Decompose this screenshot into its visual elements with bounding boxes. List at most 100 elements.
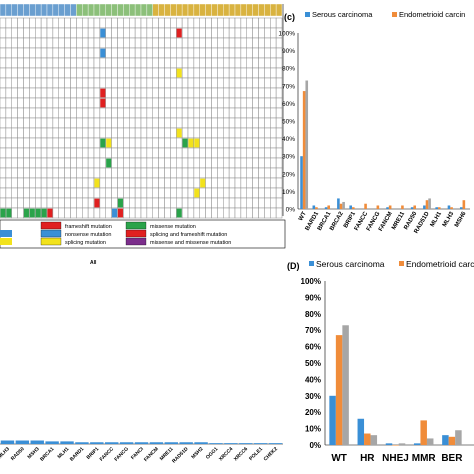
heatmap-cell bbox=[234, 197, 242, 209]
heatmap-cell bbox=[134, 67, 142, 79]
column-group-cell bbox=[187, 3, 195, 17]
heatmap-cell bbox=[234, 207, 242, 219]
heatmap-cell bbox=[264, 187, 271, 199]
heatmap-cell bbox=[275, 197, 283, 209]
heatmap-cell bbox=[58, 127, 65, 139]
heatmap-cell bbox=[111, 157, 118, 169]
heatmap-cell bbox=[52, 147, 59, 159]
heatmap-cell bbox=[223, 17, 230, 29]
heatmap-cell bbox=[146, 187, 153, 199]
heatmap-cell bbox=[0, 67, 7, 79]
heatmap-cell bbox=[35, 87, 42, 99]
heatmap-cell bbox=[252, 27, 259, 39]
heatmap-cell bbox=[146, 137, 153, 149]
heatmap-cell bbox=[46, 157, 54, 169]
heatmap-cell bbox=[246, 117, 253, 129]
legend-serous-label: Serous carcinoma bbox=[312, 10, 373, 19]
bar-fancc bbox=[105, 442, 119, 444]
heatmap-cell bbox=[176, 147, 183, 159]
mutation-mark bbox=[176, 68, 182, 78]
heatmap-cell bbox=[234, 137, 242, 149]
heatmap-cell bbox=[111, 97, 118, 109]
mutation-mark bbox=[106, 138, 112, 148]
mutation-mark bbox=[188, 138, 194, 148]
heatmap-cell bbox=[123, 197, 130, 209]
heatmap-cell bbox=[87, 127, 95, 139]
mutation-mark bbox=[100, 138, 106, 148]
heatmap-cell bbox=[275, 207, 283, 219]
heatmap-cell bbox=[87, 137, 95, 149]
heatmap-cell bbox=[170, 197, 177, 209]
heatmap-cell bbox=[23, 107, 30, 119]
heatmap-cell bbox=[187, 17, 195, 29]
heatmap-cell bbox=[76, 197, 83, 209]
heatmap-cell bbox=[46, 47, 54, 59]
legend-label: missense mutation bbox=[150, 224, 196, 230]
heatmap-cell bbox=[176, 107, 183, 119]
heatmap-cell bbox=[29, 137, 36, 149]
heatmap-cell bbox=[70, 157, 77, 169]
heatmap-cell bbox=[82, 167, 89, 179]
heatmap-cell bbox=[205, 67, 212, 79]
heatmap-cell bbox=[158, 37, 165, 49]
heatmap-cell bbox=[158, 187, 165, 199]
heatmap-cell bbox=[264, 97, 271, 109]
heatmap-cell bbox=[275, 37, 283, 49]
heatmap-cell bbox=[105, 67, 112, 79]
heatmap-cell bbox=[82, 47, 89, 59]
heatmap-cell bbox=[111, 67, 118, 79]
heatmap-cell bbox=[5, 177, 12, 189]
heatmap-cell bbox=[181, 17, 189, 29]
column-group-cell bbox=[129, 3, 136, 17]
heatmap-cell bbox=[58, 177, 65, 189]
heatmap-cell bbox=[64, 77, 71, 89]
heatmap-cell bbox=[82, 127, 89, 139]
heatmap-cell bbox=[270, 207, 277, 219]
heatmap-cell bbox=[170, 47, 177, 59]
heatmap-cell bbox=[123, 177, 130, 189]
heatmap-cell bbox=[17, 107, 24, 119]
heatmap-cell bbox=[170, 127, 177, 139]
heatmap-cell bbox=[93, 117, 101, 129]
heatmap-cell bbox=[11, 187, 18, 199]
bar-fancm bbox=[149, 442, 164, 444]
heatmap-cell bbox=[246, 77, 253, 89]
x-tick-label: MSH2 bbox=[190, 446, 204, 460]
heatmap-cell bbox=[40, 117, 48, 129]
heatmap-cell bbox=[46, 17, 54, 29]
bar-ber bbox=[448, 436, 456, 445]
heatmap-cell bbox=[252, 97, 259, 109]
heatmap-cell bbox=[64, 127, 71, 139]
heatmap-cell bbox=[70, 57, 77, 69]
heatmap-cell bbox=[105, 207, 112, 219]
heatmap-cell bbox=[223, 177, 230, 189]
heatmap-cell bbox=[23, 147, 30, 159]
heatmap-cell bbox=[29, 167, 36, 179]
heatmap-cell bbox=[134, 147, 142, 159]
heatmap-cell bbox=[176, 177, 183, 189]
heatmap-cell bbox=[58, 147, 65, 159]
heatmap-cell bbox=[158, 97, 165, 109]
heatmap-cell bbox=[211, 107, 218, 119]
heatmap-cell bbox=[0, 47, 7, 59]
heatmap-cell bbox=[146, 117, 153, 129]
mutation-mark bbox=[47, 208, 53, 218]
heatmap-cell bbox=[58, 27, 65, 39]
heatmap-cell bbox=[0, 187, 7, 199]
heatmap-cell bbox=[199, 157, 206, 169]
heatmap-cell bbox=[29, 77, 36, 89]
heatmap-cell bbox=[0, 87, 7, 99]
y-tick-label: 0% bbox=[309, 441, 321, 450]
heatmap-cell bbox=[11, 27, 18, 39]
heatmap-cell bbox=[93, 137, 101, 149]
column-group-cell bbox=[35, 3, 42, 17]
column-group-cell bbox=[40, 3, 48, 17]
heatmap-cell bbox=[105, 187, 112, 199]
heatmap-cell bbox=[76, 67, 83, 79]
heatmap-cell bbox=[223, 97, 230, 109]
heatmap-cell bbox=[164, 57, 171, 69]
heatmap-cell bbox=[205, 147, 212, 159]
heatmap-cell bbox=[228, 97, 236, 109]
bar-msh3 bbox=[30, 440, 44, 444]
heatmap-cell bbox=[111, 117, 118, 129]
